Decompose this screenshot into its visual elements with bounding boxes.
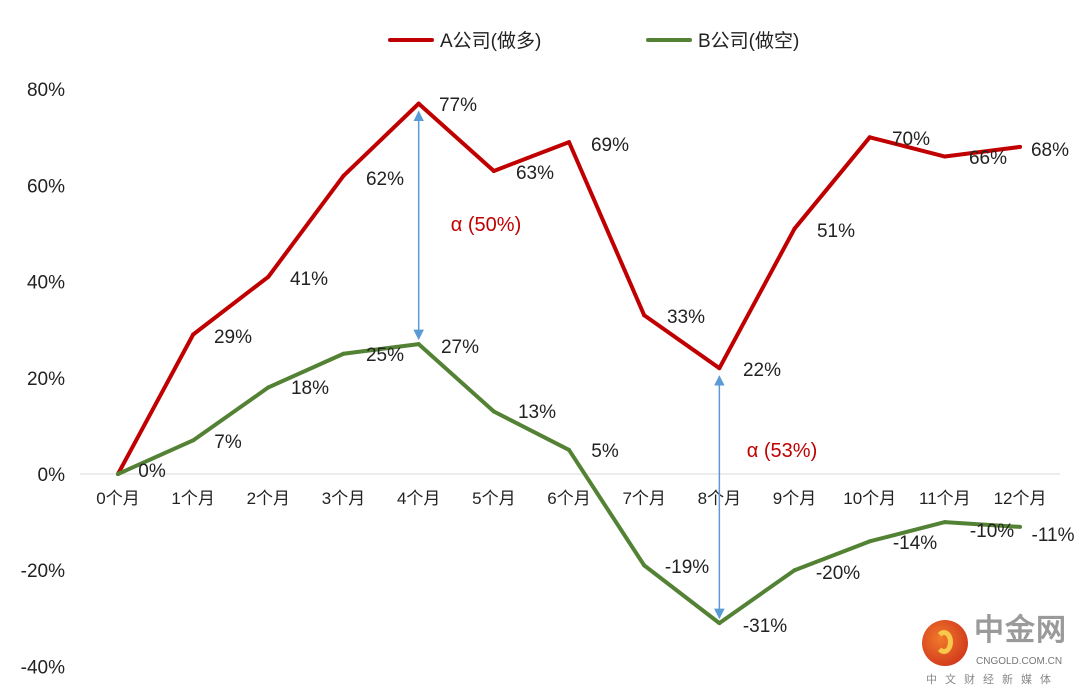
data-label-a: 33% — [667, 307, 705, 328]
legend-item-a: A公司(做多) — [388, 26, 541, 53]
data-point-a — [191, 332, 196, 337]
data-point-a — [717, 366, 722, 371]
y-tick-label: 40% — [27, 273, 65, 294]
x-tick-label: 5个月 — [472, 489, 515, 508]
x-tick-label: 3个月 — [322, 489, 365, 508]
data-point-a — [341, 173, 346, 178]
data-point-b — [116, 472, 120, 476]
watermark-logo: 中金网 CNGOLD.COM.CN 中文财经新媒体 — [922, 614, 1072, 695]
data-label-b: -11% — [1032, 525, 1075, 546]
x-tick-label: 4个月 — [397, 489, 440, 508]
data-point-a — [266, 274, 271, 279]
data-label-a: 41% — [290, 269, 328, 290]
y-tick-label: 0% — [38, 465, 66, 486]
data-label-a: 66% — [969, 148, 1007, 169]
x-tick-label: 10个月 — [843, 489, 896, 508]
data-point-a — [1018, 144, 1023, 149]
legend-label-a: A公司(做多) — [440, 31, 542, 52]
data-point-b — [266, 385, 271, 390]
data-point-b — [191, 438, 196, 443]
x-tick-label: 2个月 — [247, 489, 290, 508]
data-label-b: 25% — [366, 345, 404, 366]
series-line-b — [117, 342, 1021, 626]
cngold-logo-icon — [922, 620, 968, 666]
data-label-a: 63% — [516, 163, 554, 184]
y-tick-label: -20% — [21, 561, 65, 582]
data-label-b: -31% — [743, 616, 787, 637]
data-label-a: 0% — [138, 461, 166, 482]
watermark-tagline: 中文财经新媒体 — [926, 673, 1059, 686]
data-point-a — [942, 154, 947, 159]
y-tick-label: -40% — [21, 657, 65, 678]
data-point-b — [717, 621, 722, 626]
data-point-a — [642, 313, 647, 318]
data-point-a — [792, 226, 797, 231]
legend-swatch-a — [388, 37, 434, 42]
data-point-a — [416, 101, 421, 106]
alpha-annotation: α (50%) — [451, 214, 521, 236]
x-tick-label: 0个月 — [96, 489, 139, 508]
data-point-b — [416, 342, 421, 347]
data-point-a — [567, 140, 572, 145]
legend-item-b: B公司(做空) — [646, 26, 799, 53]
data-label-b: 13% — [518, 402, 556, 423]
data-label-b: -19% — [665, 557, 709, 578]
x-tick-label: 11个月 — [919, 489, 971, 508]
data-label-b: 7% — [214, 432, 242, 453]
series-line-a — [116, 101, 1021, 475]
data-label-a: 69% — [591, 135, 629, 156]
data-label-a: 70% — [892, 129, 930, 150]
data-label-b: 5% — [591, 441, 619, 462]
data-point-b — [491, 409, 496, 414]
data-label-a: 22% — [743, 360, 781, 381]
data-label-b: -10% — [970, 521, 1014, 542]
data-label-b: -20% — [816, 563, 860, 584]
data-label-b: 27% — [441, 337, 479, 358]
data-label-a: 29% — [214, 327, 252, 348]
x-tick-label: 1个月 — [171, 489, 214, 508]
x-tick-label: 9个月 — [773, 489, 816, 508]
data-label-a: 68% — [1031, 140, 1069, 161]
x-tick-label: 7个月 — [622, 489, 665, 508]
y-tick-label: 80% — [27, 80, 65, 101]
data-label-a: 51% — [817, 221, 855, 242]
watermark-url: CNGOLD.COM.CN — [976, 656, 1063, 667]
data-point-a — [867, 135, 872, 140]
data-point-b — [867, 539, 872, 544]
alpha-annotation: α (53%) — [747, 440, 817, 462]
y-tick-label: 20% — [27, 369, 65, 390]
data-label-b: -14% — [893, 533, 937, 554]
legend-label-b: B公司(做空) — [698, 31, 800, 52]
data-label-b: 18% — [291, 378, 329, 399]
data-label-a: 62% — [366, 169, 404, 190]
data-point-b — [1018, 524, 1023, 529]
data-point-b — [792, 568, 797, 573]
data-point-a — [491, 168, 496, 173]
data-label-a: 77% — [439, 95, 477, 116]
data-point-b — [642, 563, 647, 568]
data-point-b — [341, 351, 346, 356]
watermark-name: 中金网 — [974, 613, 1067, 648]
x-tick-label: 6个月 — [547, 489, 590, 508]
legend-swatch-b — [646, 37, 692, 42]
data-point-b — [942, 520, 947, 525]
x-tick-label: 12个月 — [994, 489, 1047, 508]
data-point-b — [567, 447, 572, 452]
y-tick-label: 60% — [27, 176, 65, 197]
